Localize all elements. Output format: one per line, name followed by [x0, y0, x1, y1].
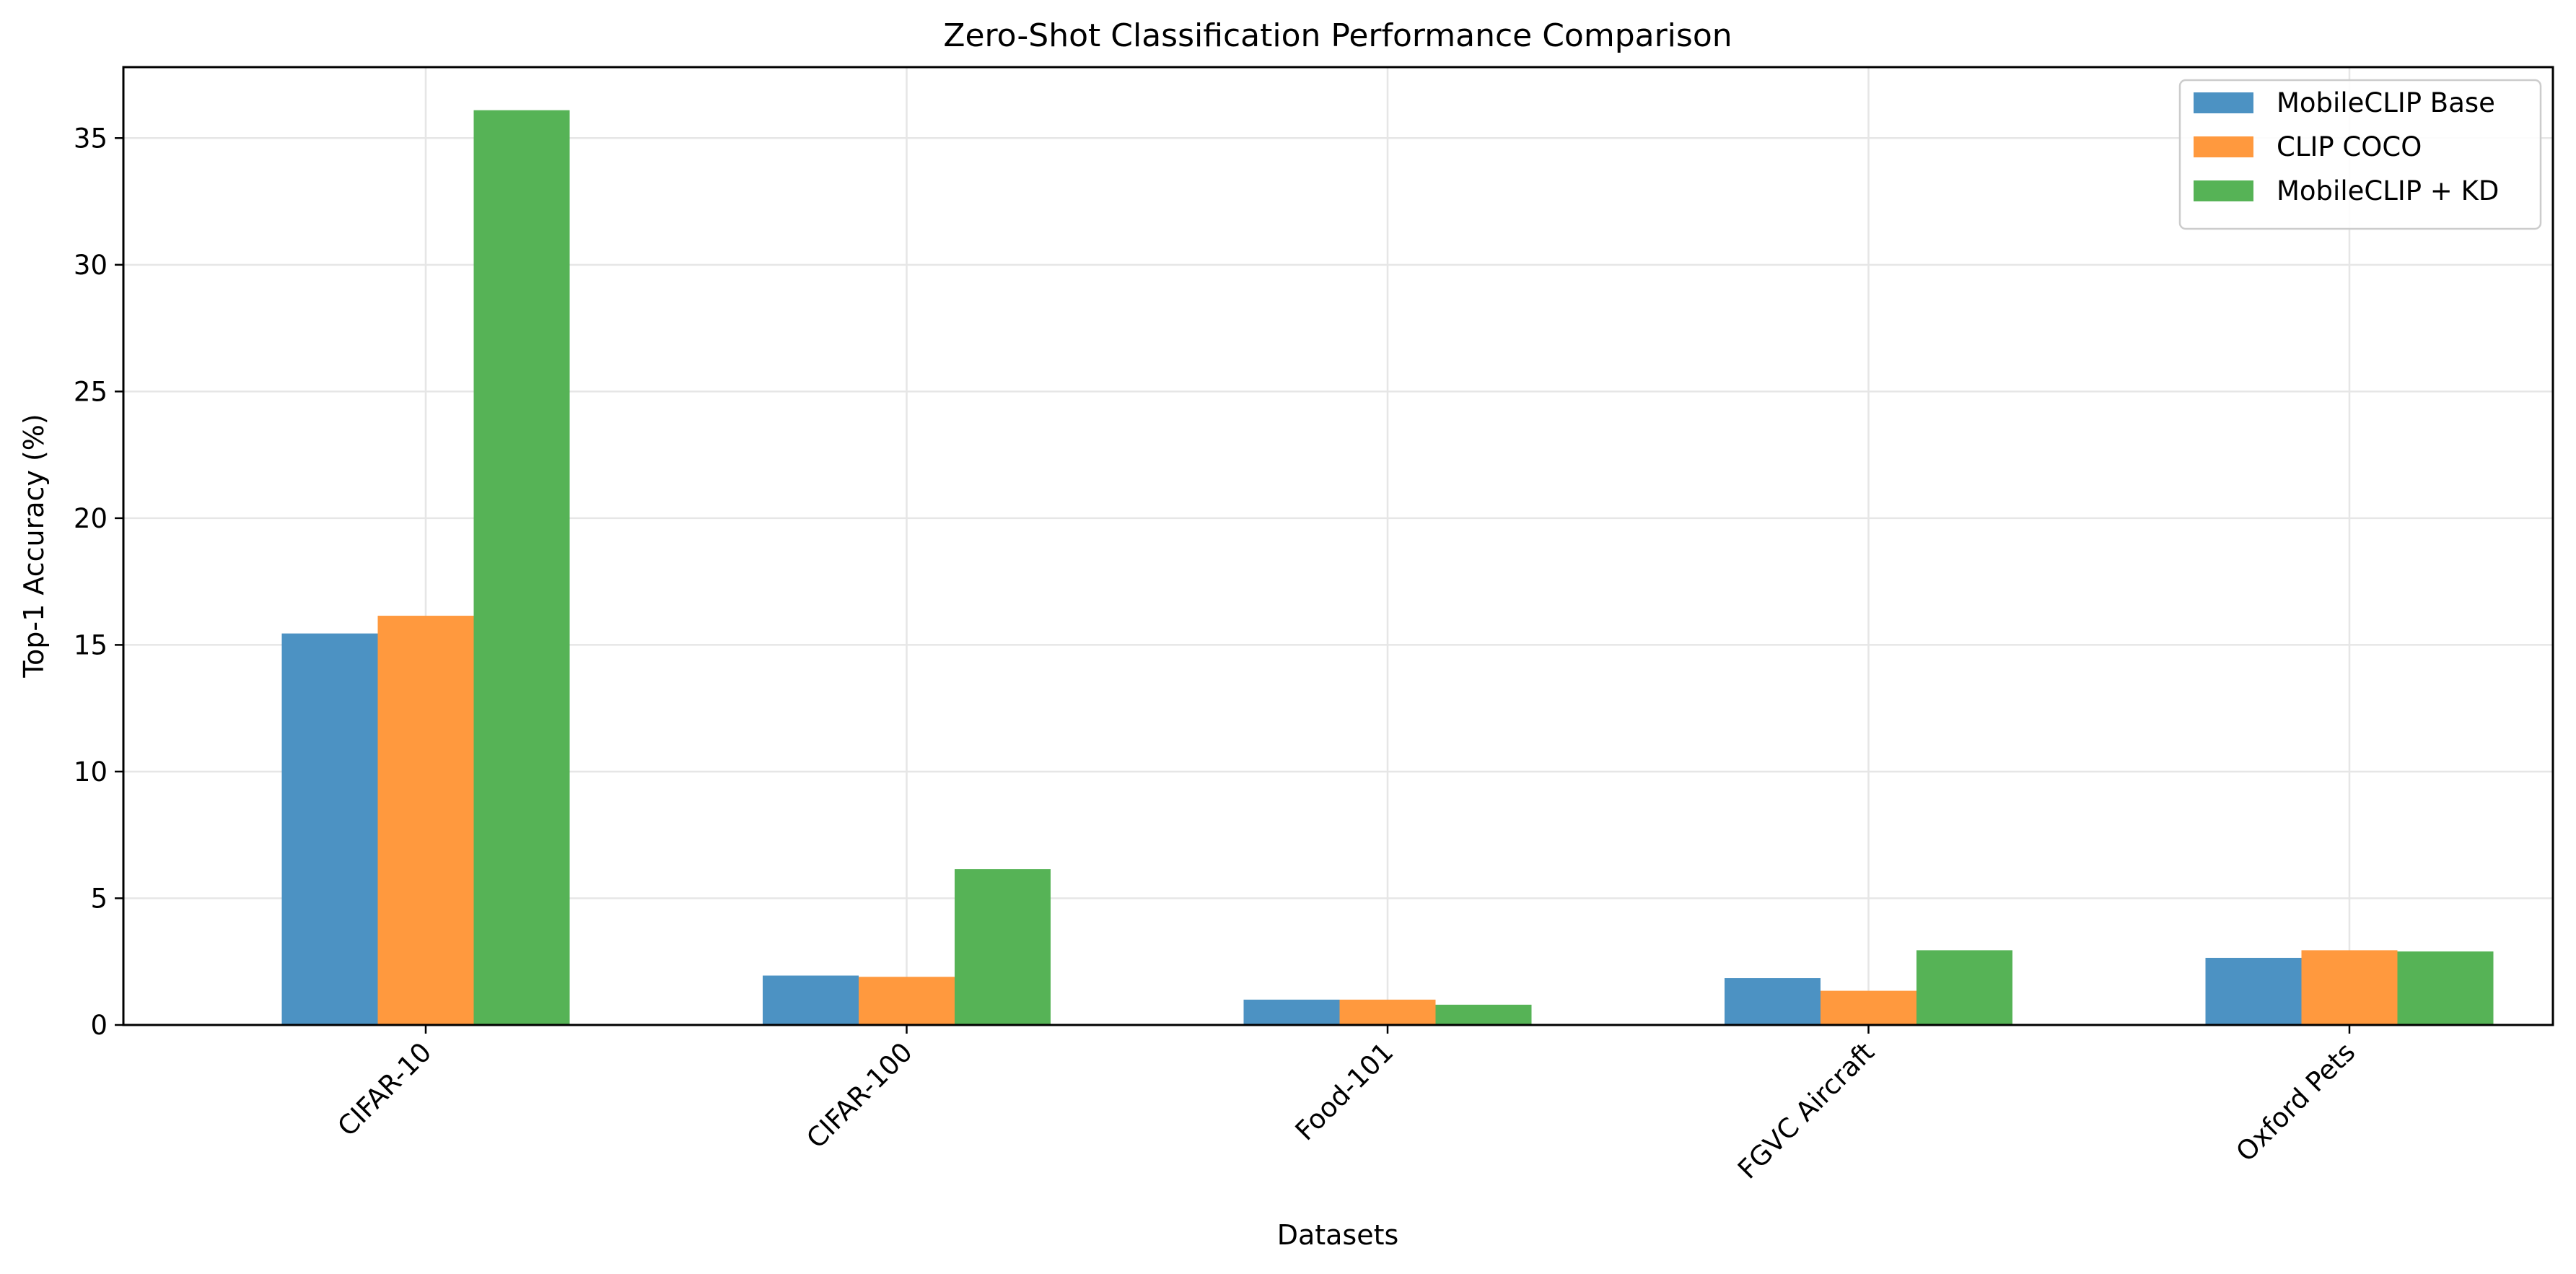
- y-axis-ticks: 0 5 10 15 20 25 30 35: [74, 123, 123, 1041]
- bar: [859, 977, 955, 1025]
- y-tick-label: 20: [74, 503, 108, 534]
- y-tick-label: 35: [74, 123, 108, 154]
- legend-swatch: [2194, 136, 2253, 157]
- y-tick-label: 0: [90, 1010, 108, 1041]
- legend: MobileCLIP Base CLIP COCO MobileCLIP + KD: [2178, 79, 2542, 230]
- legend-swatch: [2194, 92, 2253, 113]
- bar: [763, 975, 859, 1025]
- bar: [1339, 999, 1436, 1025]
- legend-box: [2178, 79, 2542, 230]
- y-tick-label: 15: [74, 629, 108, 660]
- y-axis-label: Top-1 Accuracy (%): [18, 414, 50, 678]
- bar: [1435, 1004, 1532, 1025]
- legend-label: CLIP COCO: [2277, 131, 2422, 162]
- bar: [281, 633, 378, 1025]
- bar: [377, 616, 474, 1025]
- bar: [1916, 950, 2012, 1025]
- bar: [1243, 999, 1340, 1025]
- bars: [281, 110, 2494, 1025]
- legend-swatch: [2194, 180, 2253, 201]
- legend-label: MobileCLIP Base: [2277, 87, 2495, 118]
- bar: [1725, 978, 1821, 1025]
- x-axis-label: Datasets: [1277, 1219, 1399, 1251]
- y-tick-label: 10: [74, 756, 108, 787]
- y-tick-label: 5: [90, 883, 108, 914]
- y-tick-label: 25: [74, 376, 108, 407]
- bar: [1821, 990, 1916, 1025]
- chart-title: Zero-Shot Classification Performance Com…: [943, 17, 1732, 54]
- plot-frame: [122, 66, 2554, 1026]
- bar: [2397, 951, 2494, 1025]
- bar: [955, 869, 1051, 1025]
- bar: [2301, 950, 2398, 1025]
- y-tick-label: 30: [74, 250, 108, 281]
- bar: [2205, 957, 2302, 1025]
- legend-label: MobileCLIP + KD: [2277, 175, 2499, 206]
- bar: [473, 110, 570, 1025]
